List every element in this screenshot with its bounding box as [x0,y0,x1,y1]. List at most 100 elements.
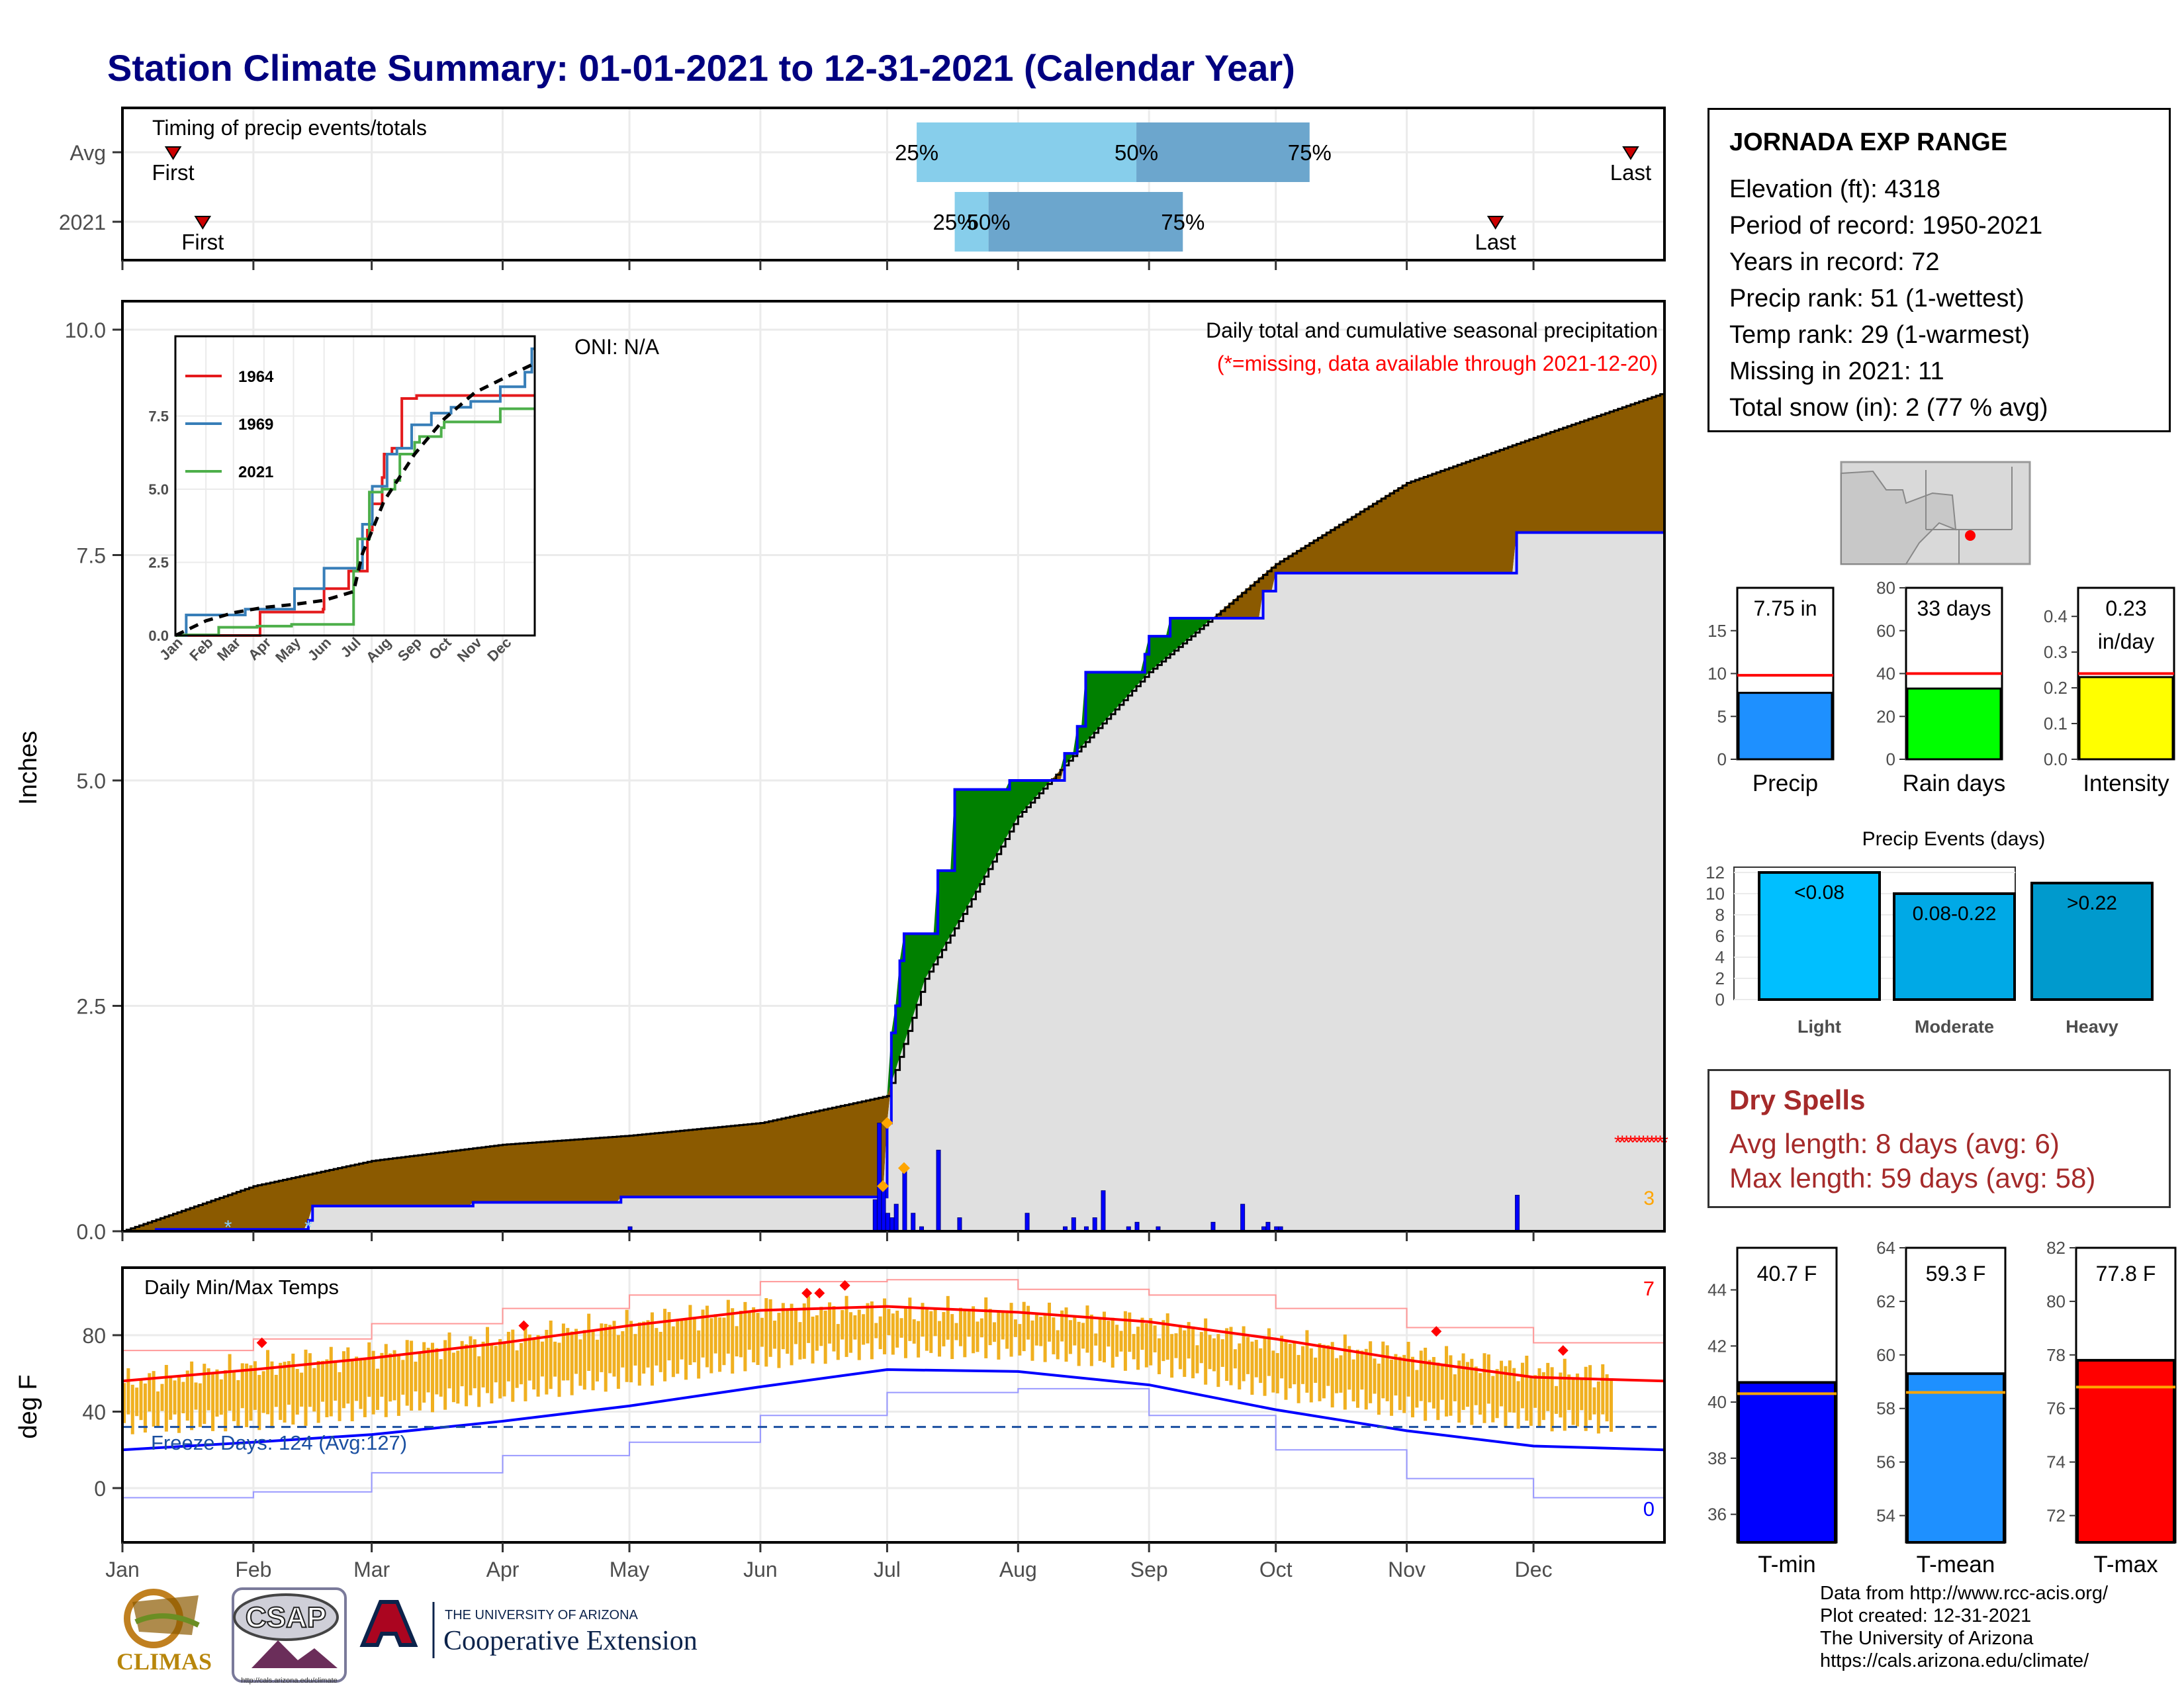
temp-daily-bar [156,1391,160,1427]
temp-daily-bar [1445,1346,1449,1417]
temp-daily-bar [465,1344,469,1407]
summary-ytick-label: 15 [1707,621,1727,641]
temp-daily-bar [802,1303,806,1359]
temp-daily-bar [1479,1373,1482,1415]
temp-daily-bar [181,1382,185,1413]
temp-daily-bar [502,1342,506,1397]
temp-daily-bar [334,1360,338,1401]
summary-bar [2078,676,2174,761]
temp-daily-bar [363,1359,367,1417]
temp-daily-bar [1504,1366,1508,1428]
tsummary-ytick-label: 36 [1707,1505,1727,1524]
temp-daily-bar [1280,1335,1284,1379]
month-label: Feb [235,1558,271,1581]
dry-spells-heading: Dry Spells [1729,1084,1866,1115]
precip-area-base [122,532,1664,1232]
tsummary-ytick-label: 80 [2046,1291,2066,1311]
temp-daily-bar [1013,1319,1017,1337]
temp-daily-bar [760,1317,764,1347]
temp-daily-bar [697,1330,701,1379]
temp-new-record-marker [839,1280,850,1291]
temp-daily-bar [1377,1363,1381,1415]
temp-daily-bar [1238,1343,1242,1389]
events-category-label: Heavy [2066,1017,2118,1037]
temp-daily-bar [1284,1340,1288,1400]
events-ytick-label: 6 [1715,926,1725,946]
month-label: Dec [1515,1558,1553,1581]
temp-daily-bar [925,1307,929,1351]
tsummary-ytick-label: 38 [1707,1448,1727,1468]
info-temp-rank: Temp rank: 29 (1-warmest) [1729,321,2030,349]
temp-daily-bar [338,1372,341,1421]
temp-daily-bar [773,1321,777,1349]
events-bar-label: <0.08 [1794,882,1844,904]
tsummary-ytick-label: 40 [1707,1392,1727,1412]
temp-daily-bar [536,1335,540,1397]
temp-daily-bar [249,1365,253,1421]
precip-daily-bar [1515,1195,1520,1232]
tsummary-ytick-label: 78 [2046,1345,2066,1365]
temp-daily-bar [392,1350,396,1401]
temp-daily-bar [1491,1376,1495,1423]
temp-daily-bar [498,1338,502,1399]
precip-frame [121,300,1666,1233]
summary-ytick-label: 0.2 [2044,678,2068,698]
ua-cooperative-extension: Cooperative Extension [443,1626,698,1656]
timing-label-50: 50% [1115,140,1158,165]
temp-daily-bar [1191,1326,1195,1379]
temp-daily-bar [1440,1364,1444,1400]
month-label: May [610,1558,649,1581]
precip-missing-marker: * [1657,1132,1664,1154]
temp-daily-bar [1263,1336,1267,1396]
temp-daily-bar [1022,1301,1026,1352]
temp-daily-bar [1225,1328,1229,1382]
temp-daily-bar [1250,1341,1254,1395]
temp-daily-bar [811,1316,815,1364]
summary-value-text: 33 days [1917,596,1991,620]
temp-daily-bar [219,1379,223,1415]
precip-ylabel: Inches [15,731,42,805]
events-ytick-label: 2 [1715,968,1725,988]
temp-daily-bar [295,1368,299,1415]
precip-ytick-label: 7.5 [77,544,106,568]
temp-daily-bar [1584,1366,1588,1431]
temp-daily-bar [798,1322,802,1360]
tsummary-label: T-mean [1917,1552,1995,1577]
precip-daily-bar [1240,1203,1246,1232]
temp-daily-bar [350,1360,354,1422]
temp-daily-bar [185,1370,189,1421]
temp-daily-bar [967,1309,971,1337]
precip-daily-bar [957,1217,962,1232]
temp-daily-bar [173,1380,177,1415]
temp-normal-max-line [122,1305,1665,1383]
temp-daily-bar [206,1368,210,1411]
temp-daily-bar [1089,1314,1093,1366]
temp-daily-bar [312,1368,316,1412]
temp-daily-bar [346,1347,350,1404]
temp-daily-bar [1009,1303,1013,1357]
temp-record-low-count: 0 [1643,1497,1655,1521]
temp-daily-bar [1301,1346,1305,1384]
temp-daily-bar [722,1317,726,1366]
temp-daily-bar [1432,1356,1435,1409]
temp-daily-bar [1259,1348,1263,1383]
temp-daily-bar [743,1301,747,1372]
temp-daily-bar [709,1318,713,1374]
temp-daily-bar [1461,1353,1465,1410]
inset-legend-label: 2021 [238,463,273,481]
temp-daily-bar [1398,1356,1402,1411]
timing-bar-q50-q75 [988,192,1183,252]
temp-daily-bar [1077,1321,1081,1366]
temp-daily-bar [933,1309,937,1336]
precip-daily-bar [885,1213,890,1232]
month-axis: Jan Feb Mar Apr May Jun Jul Aug Sep Oct Nov Dec [105,260,1553,1581]
timing-label-first: First [152,160,195,185]
month-label: Jun [743,1558,778,1581]
temp-daily-bar [587,1313,591,1371]
temp-daily-bar [1060,1310,1064,1342]
temp-daily-bar [857,1309,861,1360]
temp-daily-bar [1512,1368,1516,1413]
temp-daily-bar [899,1318,903,1338]
